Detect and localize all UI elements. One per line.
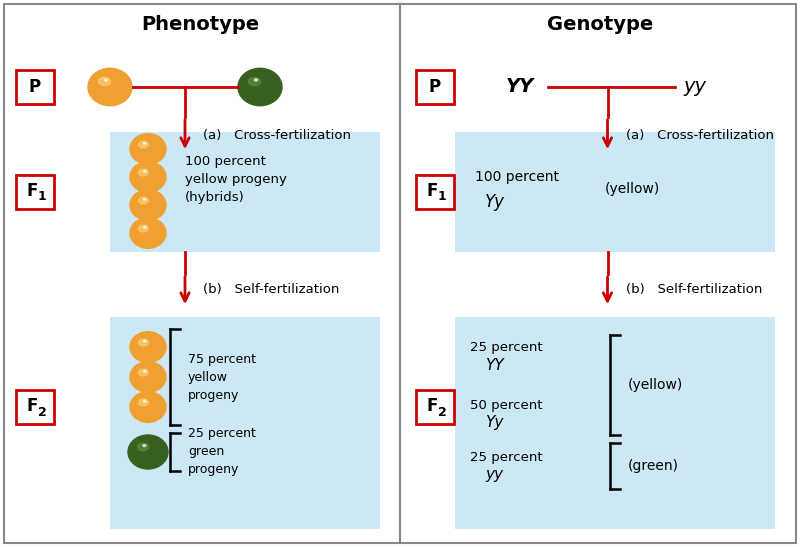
Ellipse shape <box>143 199 146 200</box>
Bar <box>416 390 454 424</box>
Text: F: F <box>26 182 38 200</box>
Ellipse shape <box>143 370 146 372</box>
Bar <box>416 175 454 209</box>
Text: (green): (green) <box>628 459 679 473</box>
Text: 100 percent
yellow progeny
(hybrids): 100 percent yellow progeny (hybrids) <box>185 154 287 203</box>
Ellipse shape <box>138 141 149 148</box>
Ellipse shape <box>138 225 149 232</box>
Text: (a)   Cross-fertilization: (a) Cross-fertilization <box>626 129 774 142</box>
Text: F: F <box>426 182 438 200</box>
Text: Yy: Yy <box>485 416 503 430</box>
Text: 25 percent: 25 percent <box>470 340 542 353</box>
Ellipse shape <box>138 369 149 376</box>
Text: 25 percent
green
progeny: 25 percent green progeny <box>188 428 256 476</box>
Text: (yellow): (yellow) <box>628 378 683 392</box>
Ellipse shape <box>104 79 108 81</box>
Text: 100 percent: 100 percent <box>475 170 559 184</box>
Text: yy: yy <box>683 78 706 96</box>
Text: P: P <box>29 78 41 96</box>
Ellipse shape <box>88 68 132 106</box>
Text: Yy: Yy <box>485 193 505 211</box>
Ellipse shape <box>138 399 149 406</box>
Ellipse shape <box>130 392 166 422</box>
Text: yy: yy <box>485 468 503 482</box>
Text: Phenotype: Phenotype <box>141 15 259 34</box>
Text: 50 percent: 50 percent <box>470 399 542 411</box>
Text: YY: YY <box>506 78 534 96</box>
Ellipse shape <box>138 197 149 204</box>
Text: (b)   Self-fertilization: (b) Self-fertilization <box>203 283 339 296</box>
Ellipse shape <box>143 170 146 172</box>
Ellipse shape <box>254 79 258 81</box>
Text: 2: 2 <box>38 405 46 418</box>
Ellipse shape <box>238 68 282 106</box>
Bar <box>455 317 775 529</box>
Text: (yellow): (yellow) <box>605 182 660 196</box>
Text: P: P <box>429 78 441 96</box>
Ellipse shape <box>130 218 166 248</box>
Text: 75 percent
yellow
progeny: 75 percent yellow progeny <box>188 352 256 401</box>
Text: (b)   Self-fertilization: (b) Self-fertilization <box>626 283 762 296</box>
Ellipse shape <box>143 142 146 144</box>
Ellipse shape <box>143 340 146 342</box>
Ellipse shape <box>138 169 149 176</box>
Ellipse shape <box>143 445 146 446</box>
Ellipse shape <box>138 443 149 451</box>
Bar <box>455 132 775 252</box>
Bar <box>16 175 54 209</box>
Bar <box>16 390 54 424</box>
Bar <box>110 317 380 529</box>
Ellipse shape <box>249 77 261 86</box>
Ellipse shape <box>138 339 149 346</box>
Text: 1: 1 <box>438 190 446 203</box>
Ellipse shape <box>128 435 168 469</box>
Text: (a)   Cross-fertilization: (a) Cross-fertilization <box>203 129 351 142</box>
Bar <box>110 132 380 252</box>
Bar <box>16 70 54 104</box>
Ellipse shape <box>130 162 166 193</box>
Text: F: F <box>26 397 38 415</box>
Ellipse shape <box>143 226 146 228</box>
Text: 2: 2 <box>438 405 446 418</box>
Ellipse shape <box>130 190 166 220</box>
Ellipse shape <box>143 400 146 402</box>
Text: 25 percent: 25 percent <box>470 451 542 463</box>
Ellipse shape <box>130 362 166 392</box>
Ellipse shape <box>98 77 110 86</box>
Text: Genotype: Genotype <box>547 15 653 34</box>
Ellipse shape <box>130 133 166 164</box>
Text: 1: 1 <box>38 190 46 203</box>
Text: F: F <box>426 397 438 415</box>
Ellipse shape <box>130 331 166 362</box>
Bar <box>416 70 454 104</box>
Text: YY: YY <box>485 358 504 373</box>
